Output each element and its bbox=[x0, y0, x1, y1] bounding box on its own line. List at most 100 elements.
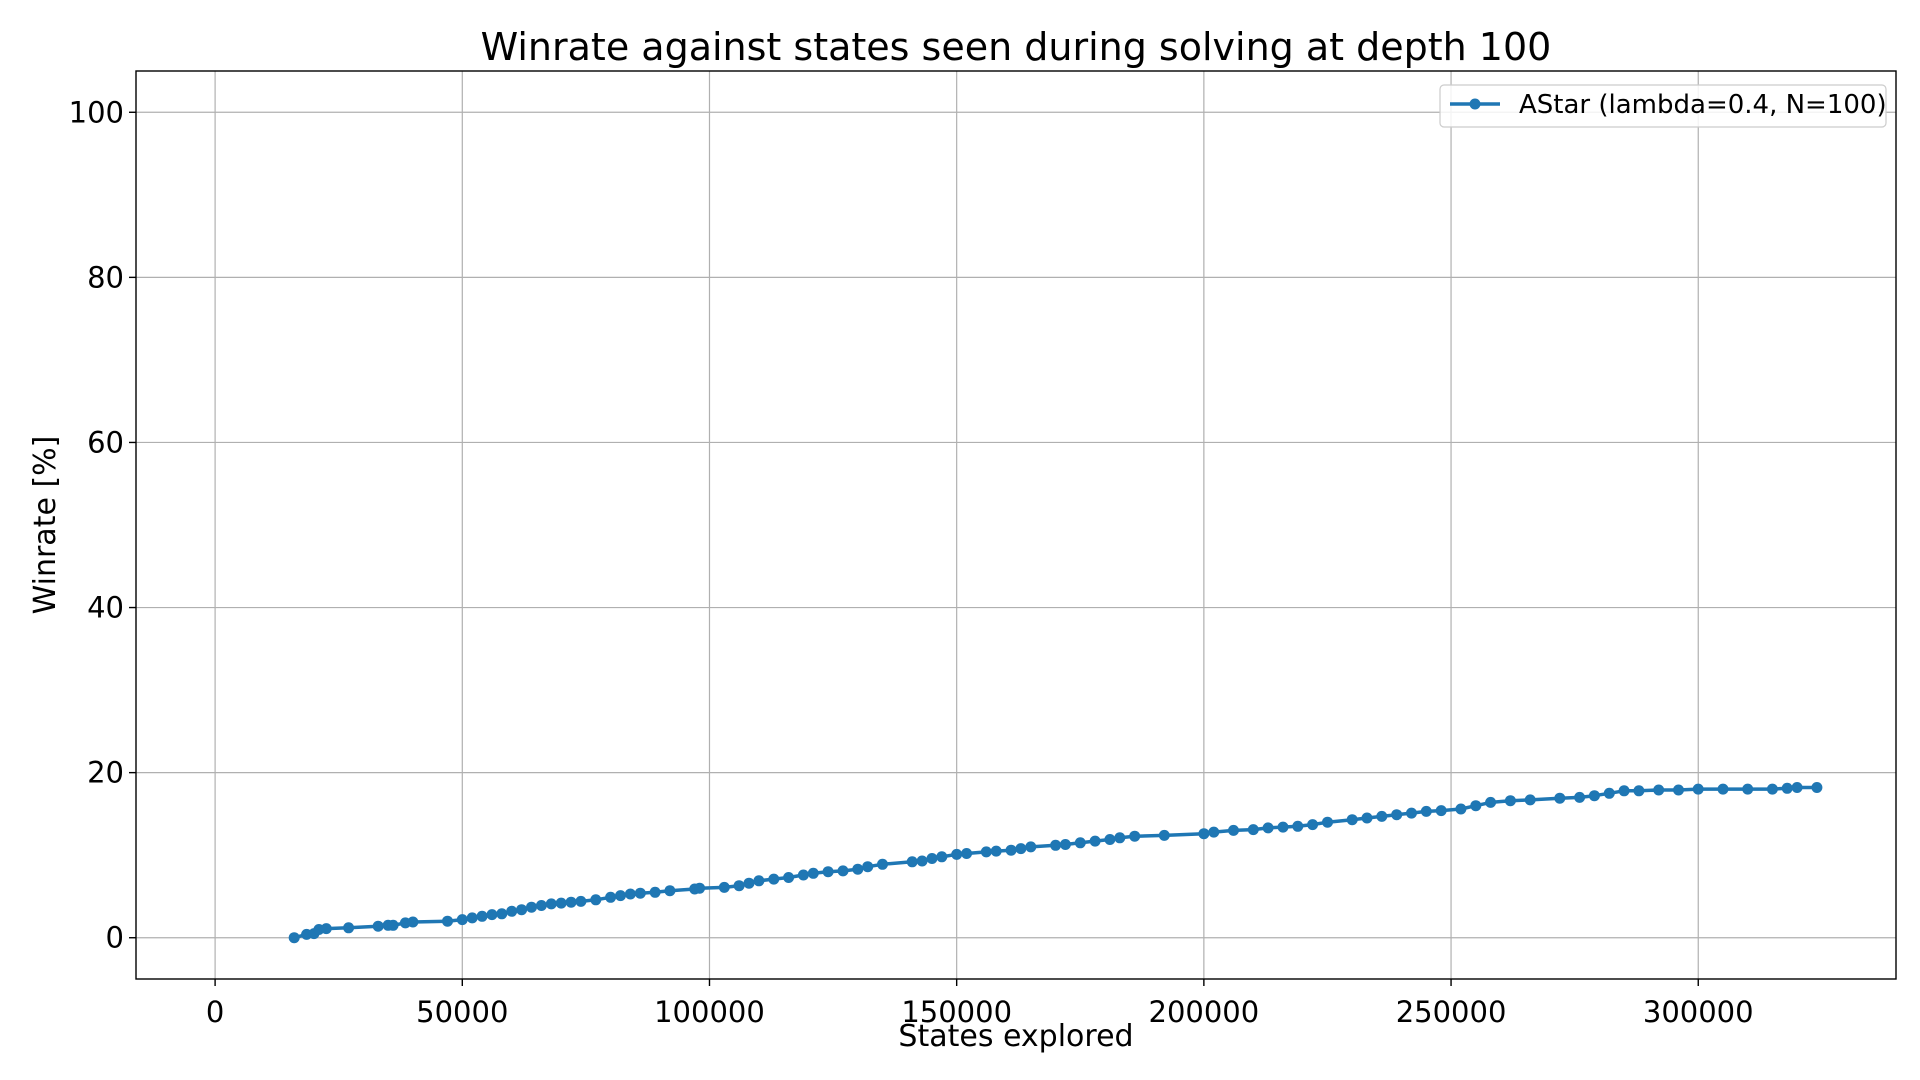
data-point bbox=[1455, 803, 1467, 815]
y-axis-label: Winrate [%] bbox=[28, 436, 63, 615]
data-point bbox=[1618, 785, 1630, 797]
data-point bbox=[862, 861, 874, 873]
data-point bbox=[1346, 814, 1358, 826]
data-point bbox=[733, 880, 745, 892]
x-tick-label: 50000 bbox=[416, 995, 508, 1029]
data-point bbox=[877, 858, 888, 870]
data-point bbox=[1114, 832, 1126, 844]
data-point bbox=[535, 900, 547, 911]
data-point bbox=[466, 912, 478, 924]
data-point bbox=[476, 910, 488, 922]
data-point bbox=[980, 846, 992, 858]
x-tick-label: 150000 bbox=[901, 995, 1012, 1029]
data-point bbox=[1781, 782, 1793, 794]
data-point bbox=[990, 845, 1002, 857]
data-point bbox=[1811, 782, 1823, 793]
data-point bbox=[1524, 794, 1536, 806]
data-point bbox=[506, 905, 518, 917]
x-tick-label: 200000 bbox=[1149, 995, 1260, 1029]
data-point bbox=[1005, 844, 1017, 856]
data-point bbox=[1588, 790, 1600, 802]
data-point bbox=[442, 915, 453, 927]
data-point bbox=[926, 853, 938, 864]
data-point bbox=[1673, 784, 1684, 796]
data-point bbox=[1361, 812, 1373, 824]
data-point bbox=[634, 887, 646, 899]
data-point bbox=[320, 923, 332, 935]
data-point bbox=[718, 881, 730, 893]
legend-series-marker bbox=[1469, 98, 1481, 110]
data-point bbox=[1015, 843, 1027, 855]
data-point bbox=[1292, 820, 1304, 832]
data-point bbox=[343, 922, 355, 934]
data-point bbox=[565, 896, 577, 908]
y-tick-label: 40 bbox=[87, 591, 124, 625]
data-point bbox=[1158, 829, 1170, 841]
data-point bbox=[516, 904, 528, 916]
chart-title: Winrate against states seen during solvi… bbox=[481, 25, 1552, 69]
data-point bbox=[1485, 796, 1497, 808]
data-point bbox=[1391, 809, 1403, 821]
data-point bbox=[837, 865, 849, 877]
data-point bbox=[1554, 792, 1566, 804]
data-point bbox=[822, 866, 834, 878]
plot-area bbox=[288, 782, 1823, 944]
x-tick-label: 300000 bbox=[1643, 995, 1754, 1029]
data-point bbox=[575, 895, 587, 907]
data-point bbox=[615, 890, 626, 902]
data-point bbox=[1633, 785, 1645, 797]
data-point bbox=[1603, 787, 1615, 799]
y-tick-label: 20 bbox=[87, 756, 124, 790]
data-point bbox=[387, 919, 399, 931]
data-point bbox=[1247, 824, 1259, 836]
data-point bbox=[1766, 783, 1778, 795]
y-tick-label: 100 bbox=[69, 95, 124, 129]
x-axis-ticks: 0 50000 100000 150000 200000 250000 300000 bbox=[206, 979, 1754, 1029]
data-point bbox=[694, 882, 706, 894]
data-point bbox=[624, 888, 636, 900]
data-point bbox=[605, 891, 617, 903]
data-point bbox=[1025, 841, 1037, 853]
data-point bbox=[1742, 783, 1754, 795]
data-point bbox=[1104, 834, 1116, 845]
data-point bbox=[1089, 835, 1101, 847]
data-point bbox=[1277, 821, 1289, 833]
data-point bbox=[288, 932, 300, 944]
data-point bbox=[961, 848, 973, 859]
data-point bbox=[753, 875, 765, 887]
data-point bbox=[768, 873, 780, 885]
data-point bbox=[1692, 783, 1704, 795]
x-tick-label: 100000 bbox=[654, 995, 765, 1029]
data-point bbox=[1322, 816, 1333, 828]
data-point bbox=[1420, 805, 1432, 817]
data-point bbox=[783, 872, 795, 883]
data-point bbox=[1262, 822, 1274, 834]
x-tick-label: 0 bbox=[206, 995, 224, 1029]
data-point bbox=[649, 886, 661, 898]
axes-frame bbox=[135, 70, 1897, 980]
data-point bbox=[1074, 837, 1086, 849]
legend-series-label: AStar (lambda=0.4, N=100) bbox=[1519, 90, 1887, 120]
data-point bbox=[1129, 830, 1141, 842]
data-point bbox=[496, 908, 508, 920]
data-point bbox=[807, 867, 819, 879]
data-point bbox=[1574, 791, 1586, 803]
y-axis-ticks: 0 20 40 60 80 100 bbox=[69, 95, 136, 955]
data-point bbox=[1791, 782, 1803, 793]
x-tick-label: 250000 bbox=[1396, 995, 1507, 1029]
data-point bbox=[372, 920, 384, 932]
data-point bbox=[916, 855, 928, 867]
data-point bbox=[951, 848, 963, 860]
data-point bbox=[936, 851, 948, 863]
data-point bbox=[590, 894, 602, 906]
data-point bbox=[1198, 828, 1210, 840]
data-point bbox=[555, 897, 567, 909]
data-point bbox=[407, 916, 419, 928]
data-point bbox=[1435, 805, 1447, 817]
data-point bbox=[852, 863, 864, 875]
legend-box bbox=[1439, 84, 1887, 128]
data-point bbox=[1228, 824, 1239, 836]
data-point bbox=[664, 885, 676, 897]
